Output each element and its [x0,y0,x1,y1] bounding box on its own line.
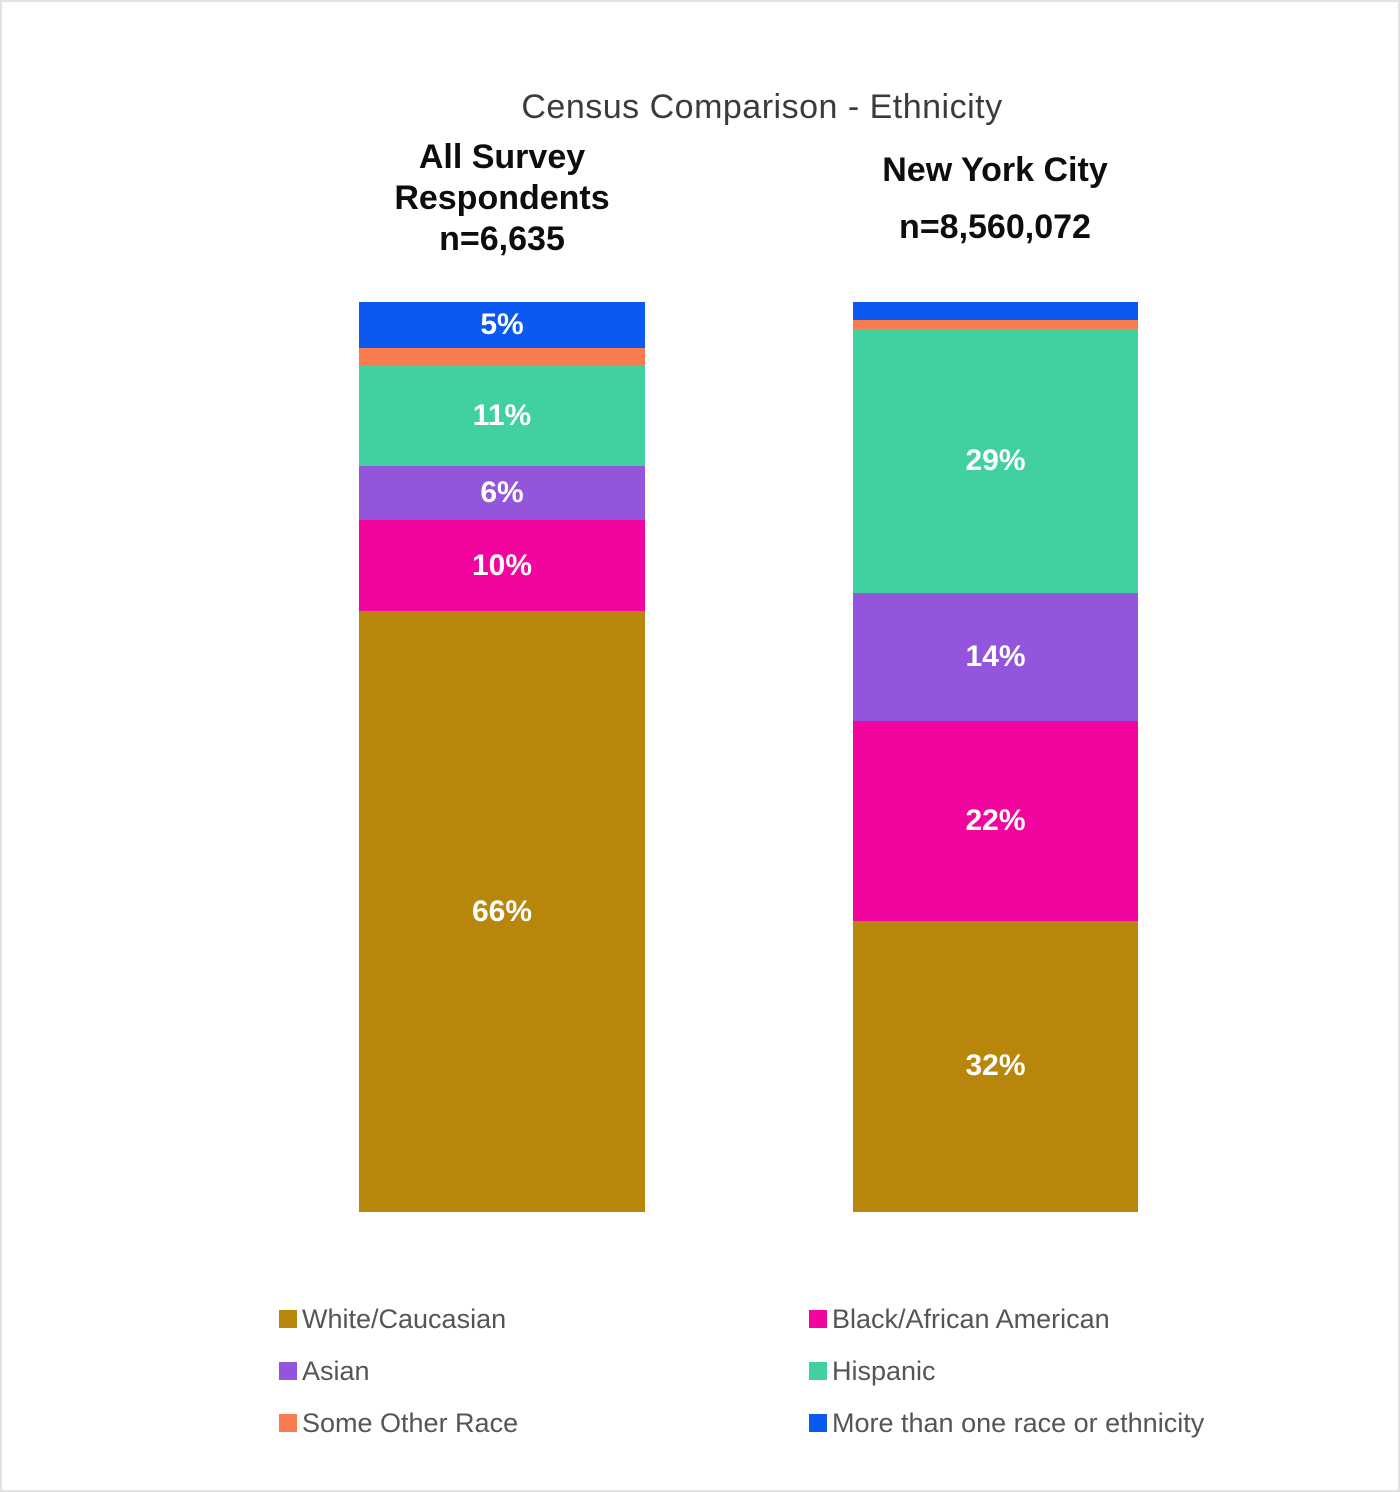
legend-label: Black/African American [832,1303,1110,1334]
bar-segment-black-african-american: 22% [853,720,1138,921]
bar-segment-white-caucasian: 66% [359,611,645,1212]
segment-data-label: 11% [472,398,532,432]
bar-segment-more-than-one-race-or-ethnicity [853,302,1138,321]
bar-segment-hispanic: 11% [359,365,645,466]
legend-column-right: Black/African American Hispanic More than … [809,1304,1204,1438]
legend-label: White/Caucasian [302,1303,507,1334]
segment-data-label: 14% [965,639,1026,673]
legend-column-left: White/Caucasian Asian Some Other Race [279,1304,518,1438]
bar-segment-some-other-race [359,347,645,366]
column-header-line: n=6,635 [439,220,565,258]
column-header-line: n=8,560,072 [899,208,1091,246]
chart-title: Census Comparison - Ethnicity [521,88,1003,126]
legend-item-some-other-race: Some Other Race [279,1408,518,1438]
bar-segment-more-than-one-race-or-ethnicity: 5% [359,302,645,348]
segment-data-label: 22% [965,803,1026,837]
column-header-line: Respondents [394,179,610,217]
legend-swatch-icon [279,1310,297,1328]
bar-segment-asian: 6% [359,465,645,521]
bar-segment-white-caucasian: 32% [853,920,1138,1212]
stacked-bar-all-survey-respondents: 5% 11% 6% 10% 66% [359,302,645,1212]
legend-label: Asian [302,1355,370,1386]
legend-item-white-caucasian: White/Caucasian [279,1304,518,1334]
segment-data-label: 10% [471,548,533,582]
legend-item-hispanic: Hispanic [809,1356,1204,1386]
legend-item-asian: Asian [279,1356,518,1386]
bar-segment-hispanic: 29% [853,329,1138,594]
column-header-line: All Survey [418,138,586,176]
legend-label: Hispanic [832,1355,936,1386]
legend-item-more-than-one-race-or-ethnicity: More than one race or ethnicity [809,1408,1204,1438]
bar-segment-black-african-american: 10% [359,520,645,612]
stacked-bar-new-york-city: 29% 14% 22% 32% [853,302,1138,1212]
bar-segment-some-other-race [853,320,1138,330]
legend-label: More than one race or ethnicity [832,1407,1205,1438]
legend-item-black-african-american: Black/African American [809,1304,1204,1334]
bar-segment-asian: 14% [853,593,1138,721]
column-header-line: New York City [882,151,1108,189]
legend-swatch-icon [279,1362,297,1380]
legend-swatch-icon [809,1310,827,1328]
segment-data-label: 32% [965,1049,1026,1083]
segment-data-label: 29% [965,444,1026,478]
legend-swatch-icon [279,1414,297,1432]
legend-label: Some Other Race [302,1407,519,1438]
segment-data-label: 5% [480,307,524,341]
legend-swatch-icon [809,1414,827,1432]
column-header-new-york-city: New York City n=8,560,072 [805,142,1185,256]
segment-data-label: 66% [471,894,533,928]
column-header-all-survey-respondents: All Survey Respondents n=6,635 [312,137,692,260]
legend-swatch-icon [809,1362,827,1380]
segment-data-label: 6% [480,476,524,510]
